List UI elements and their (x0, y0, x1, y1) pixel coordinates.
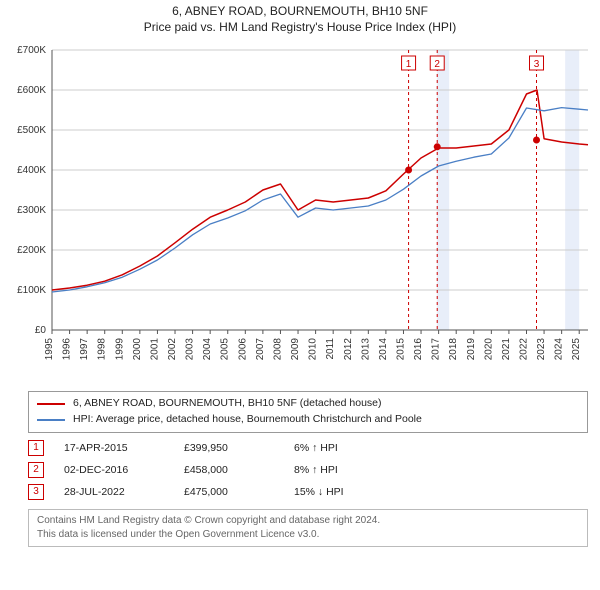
svg-text:£500K: £500K (17, 125, 46, 136)
svg-text:2008: 2008 (272, 338, 283, 361)
svg-text:1996: 1996 (62, 338, 73, 361)
event-diff: 15% ↓ HPI (294, 486, 394, 498)
svg-text:£0: £0 (35, 325, 47, 336)
svg-text:2021: 2021 (501, 338, 512, 361)
svg-text:£400K: £400K (17, 165, 46, 176)
svg-text:3: 3 (534, 59, 540, 70)
event-row: 1 17-APR-2015 £399,950 6% ↑ HPI (28, 437, 588, 459)
svg-text:2025: 2025 (571, 338, 582, 361)
svg-text:2017: 2017 (431, 338, 442, 361)
chart-title: 6, ABNEY ROAD, BOURNEMOUTH, BH10 5NF (0, 4, 600, 18)
svg-text:£200K: £200K (17, 245, 46, 256)
svg-text:£100K: £100K (17, 285, 46, 296)
legend-swatch-hpi (37, 419, 65, 421)
svg-text:2013: 2013 (360, 338, 371, 361)
chart-plot-area: £0 £100K £200K £300K £400K £500K £600K £700K 199… (0, 40, 600, 385)
svg-text:2023: 2023 (536, 338, 547, 361)
svg-text:2: 2 (434, 59, 440, 70)
svg-text:1998: 1998 (97, 338, 108, 361)
svg-text:2015: 2015 (395, 338, 406, 361)
chart-subtitle: Price paid vs. HM Land Registry's House … (0, 20, 600, 34)
footer-attribution: Contains HM Land Registry data © Crown c… (28, 509, 588, 547)
svg-text:1997: 1997 (79, 338, 90, 361)
event-date: 17-APR-2015 (64, 442, 164, 454)
svg-text:2001: 2001 (149, 338, 160, 361)
svg-text:2005: 2005 (220, 338, 231, 361)
event-price: £458,000 (184, 464, 274, 476)
svg-text:2022: 2022 (518, 338, 529, 361)
svg-text:£300K: £300K (17, 205, 46, 216)
svg-text:2007: 2007 (255, 338, 266, 361)
event-diff: 8% ↑ HPI (294, 464, 394, 476)
event-date: 02-DEC-2016 (64, 464, 164, 476)
svg-text:1: 1 (406, 59, 412, 70)
footer-line: Contains HM Land Registry data © Crown c… (37, 514, 579, 528)
event-price: £475,000 (184, 486, 274, 498)
event-badge: 1 (28, 440, 44, 456)
event-row: 2 02-DEC-2016 £458,000 8% ↑ HPI (28, 459, 588, 481)
legend-row: 6, ABNEY ROAD, BOURNEMOUTH, BH10 5NF (de… (37, 396, 579, 412)
svg-text:2009: 2009 (290, 338, 301, 361)
svg-text:2000: 2000 (132, 338, 143, 361)
svg-text:2011: 2011 (325, 338, 336, 360)
svg-text:2016: 2016 (413, 338, 424, 361)
svg-text:2003: 2003 (185, 338, 196, 361)
svg-text:1995: 1995 (44, 338, 55, 361)
legend-box: 6, ABNEY ROAD, BOURNEMOUTH, BH10 5NF (de… (28, 391, 588, 433)
svg-text:2014: 2014 (378, 338, 389, 361)
svg-text:2012: 2012 (343, 338, 354, 361)
footer-line: This data is licensed under the Open Gov… (37, 528, 579, 542)
svg-text:2020: 2020 (483, 338, 494, 361)
legend-label: HPI: Average price, detached house, Bour… (73, 412, 422, 428)
line-chart-svg: £0 £100K £200K £300K £400K £500K £600K £700K 199… (0, 40, 600, 380)
svg-text:2006: 2006 (237, 338, 248, 361)
svg-text:2018: 2018 (448, 338, 459, 361)
svg-text:2010: 2010 (308, 338, 319, 361)
legend-swatch-price-paid (37, 403, 65, 405)
svg-text:2019: 2019 (466, 338, 477, 361)
legend-row: HPI: Average price, detached house, Bour… (37, 412, 579, 428)
event-diff: 6% ↑ HPI (294, 442, 394, 454)
events-list: 1 17-APR-2015 £399,950 6% ↑ HPI 2 02-DEC… (28, 437, 588, 503)
event-badge: 2 (28, 462, 44, 478)
event-price: £399,950 (184, 442, 274, 454)
svg-text:2002: 2002 (167, 338, 178, 361)
svg-text:£600K: £600K (17, 85, 46, 96)
event-badge: 3 (28, 484, 44, 500)
event-row: 3 28-JUL-2022 £475,000 15% ↓ HPI (28, 481, 588, 503)
svg-text:£700K: £700K (17, 45, 46, 56)
event-date: 28-JUL-2022 (64, 486, 164, 498)
chart-container: 6, ABNEY ROAD, BOURNEMOUTH, BH10 5NF Pri… (0, 4, 600, 547)
svg-text:2024: 2024 (554, 338, 565, 361)
svg-text:1999: 1999 (114, 338, 125, 361)
svg-text:2004: 2004 (202, 338, 213, 361)
legend-label: 6, ABNEY ROAD, BOURNEMOUTH, BH10 5NF (de… (73, 396, 382, 412)
